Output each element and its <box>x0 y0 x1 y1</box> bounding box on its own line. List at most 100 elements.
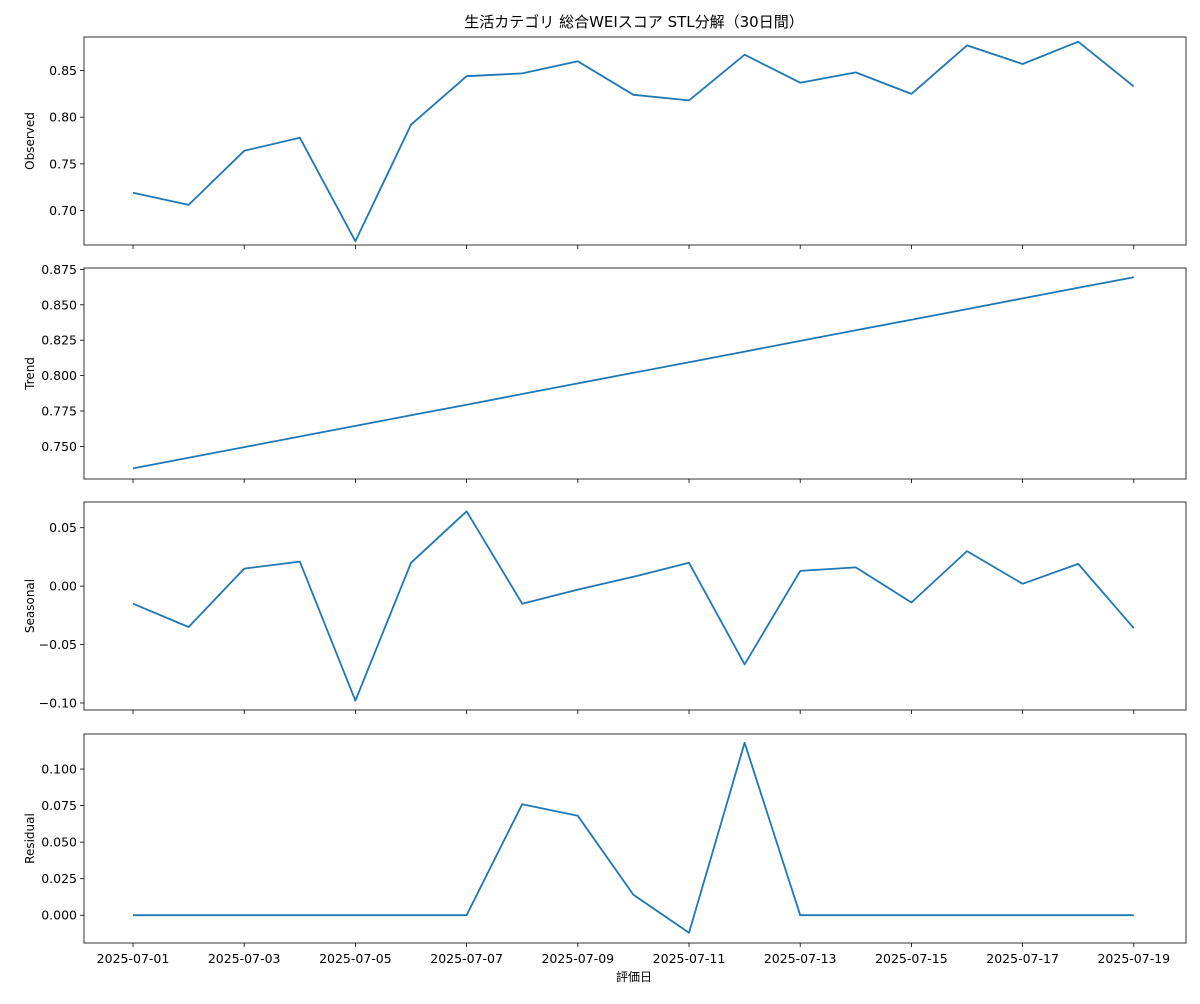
data-point-trend <box>632 372 634 374</box>
data-point-observed <box>966 44 968 46</box>
data-point-seasonal <box>855 566 857 568</box>
data-point-seasonal <box>354 699 356 701</box>
y-tick-label-observed: 0.80 <box>49 110 77 125</box>
data-point-trend <box>299 435 301 437</box>
x-tick-label: 2025-07-19 <box>1097 951 1170 966</box>
y-tick-label-seasonal: 0.00 <box>49 579 77 594</box>
data-point-observed <box>410 123 412 125</box>
panel-frame-seasonal <box>83 501 1187 711</box>
x-tick-label: 2025-07-03 <box>208 951 281 966</box>
data-point-observed <box>855 71 857 73</box>
data-point-residual <box>688 932 690 934</box>
data-point-seasonal <box>966 550 968 552</box>
data-point-residual <box>855 914 857 916</box>
y-tick-label-residual: 0.075 <box>41 798 77 813</box>
data-point-residual <box>743 742 745 744</box>
data-point-trend <box>410 414 412 416</box>
data-point-trend <box>743 350 745 352</box>
data-point-seasonal <box>1021 583 1023 585</box>
data-point-observed <box>1077 40 1079 42</box>
data-point-residual <box>632 894 634 896</box>
data-point-observed <box>1021 63 1023 65</box>
x-tick-label: 2025-07-05 <box>319 951 392 966</box>
data-point-seasonal <box>577 588 579 590</box>
data-point-residual <box>299 914 301 916</box>
data-point-seasonal <box>465 510 467 512</box>
x-tick-label: 2025-07-01 <box>97 951 170 966</box>
data-point-observed <box>799 82 801 84</box>
series-line-seasonal <box>132 510 1135 702</box>
series-line-observed <box>132 40 1135 243</box>
data-point-residual <box>354 914 356 916</box>
data-point-residual <box>1077 914 1079 916</box>
data-point-seasonal <box>910 601 912 603</box>
y-tick-label-observed: 0.75 <box>49 156 77 171</box>
y-tick-label-residual: 0.050 <box>41 835 77 850</box>
data-point-residual <box>910 914 912 916</box>
y-tick-label-trend: 0.850 <box>41 297 77 312</box>
data-point-observed <box>299 137 301 139</box>
data-point-seasonal <box>1077 563 1079 565</box>
data-point-seasonal <box>1133 627 1135 629</box>
y-tick-label-observed: 0.70 <box>49 203 77 218</box>
y-tick-label-seasonal: 0.05 <box>49 520 77 535</box>
data-point-trend <box>187 457 189 459</box>
data-point-trend <box>1021 297 1023 299</box>
data-point-observed <box>577 60 579 62</box>
y-axis-label-trend: Trend <box>23 357 37 391</box>
x-tick-label: 2025-07-15 <box>875 951 948 966</box>
y-tick-label-residual: 0.000 <box>41 908 77 923</box>
data-point-residual <box>243 914 245 916</box>
data-point-seasonal <box>632 576 634 578</box>
data-point-residual <box>1133 914 1135 916</box>
panel-frame-observed <box>83 36 1187 246</box>
data-point-trend <box>1077 287 1079 289</box>
data-point-residual <box>799 914 801 916</box>
data-point-observed <box>910 93 912 95</box>
data-point-seasonal <box>299 560 301 562</box>
data-point-seasonal <box>132 602 134 604</box>
data-point-trend <box>910 318 912 320</box>
x-tick-label: 2025-07-13 <box>764 951 837 966</box>
data-point-observed <box>688 99 690 101</box>
data-point-seasonal <box>521 602 523 604</box>
data-point-trend <box>465 403 467 405</box>
y-tick-label-trend: 0.825 <box>41 333 77 348</box>
data-point-residual <box>1021 914 1023 916</box>
y-tick-label-observed: 0.85 <box>49 63 77 78</box>
data-point-trend <box>688 361 690 363</box>
data-point-trend <box>354 425 356 427</box>
data-point-seasonal <box>243 567 245 569</box>
data-point-trend <box>1133 276 1135 278</box>
panel-frame-residual <box>83 733 1187 944</box>
y-tick-label-seasonal: −0.10 <box>39 695 77 710</box>
y-tick-label-residual: 0.100 <box>41 762 77 777</box>
data-point-trend <box>966 308 968 310</box>
data-point-residual <box>410 914 412 916</box>
data-point-seasonal <box>688 562 690 564</box>
x-tick-label: 2025-07-07 <box>430 951 503 966</box>
data-point-trend <box>521 393 523 395</box>
data-point-observed <box>1133 85 1135 87</box>
data-point-trend <box>132 467 134 469</box>
data-point-trend <box>799 340 801 342</box>
series-line-residual <box>133 741 1134 934</box>
data-point-trend <box>243 446 245 448</box>
data-point-residual <box>577 815 579 817</box>
data-point-residual <box>521 803 523 805</box>
y-tick-label-trend: 0.800 <box>41 368 77 383</box>
y-tick-label-trend: 0.775 <box>41 404 77 419</box>
data-point-observed <box>132 192 134 194</box>
data-point-observed <box>465 75 467 77</box>
y-tick-label-trend: 0.875 <box>41 262 77 277</box>
data-point-observed <box>632 94 634 96</box>
y-tick-label-seasonal: −0.05 <box>39 637 77 652</box>
data-point-observed <box>743 54 745 56</box>
data-point-residual <box>187 914 189 916</box>
data-point-trend <box>577 382 579 384</box>
chart-title: 生活カテゴリ 総合WEIスコア STL分解（30日間） <box>464 13 803 31</box>
x-tick-label: 2025-07-09 <box>541 951 614 966</box>
y-axis-label-observed: Observed <box>23 112 37 170</box>
